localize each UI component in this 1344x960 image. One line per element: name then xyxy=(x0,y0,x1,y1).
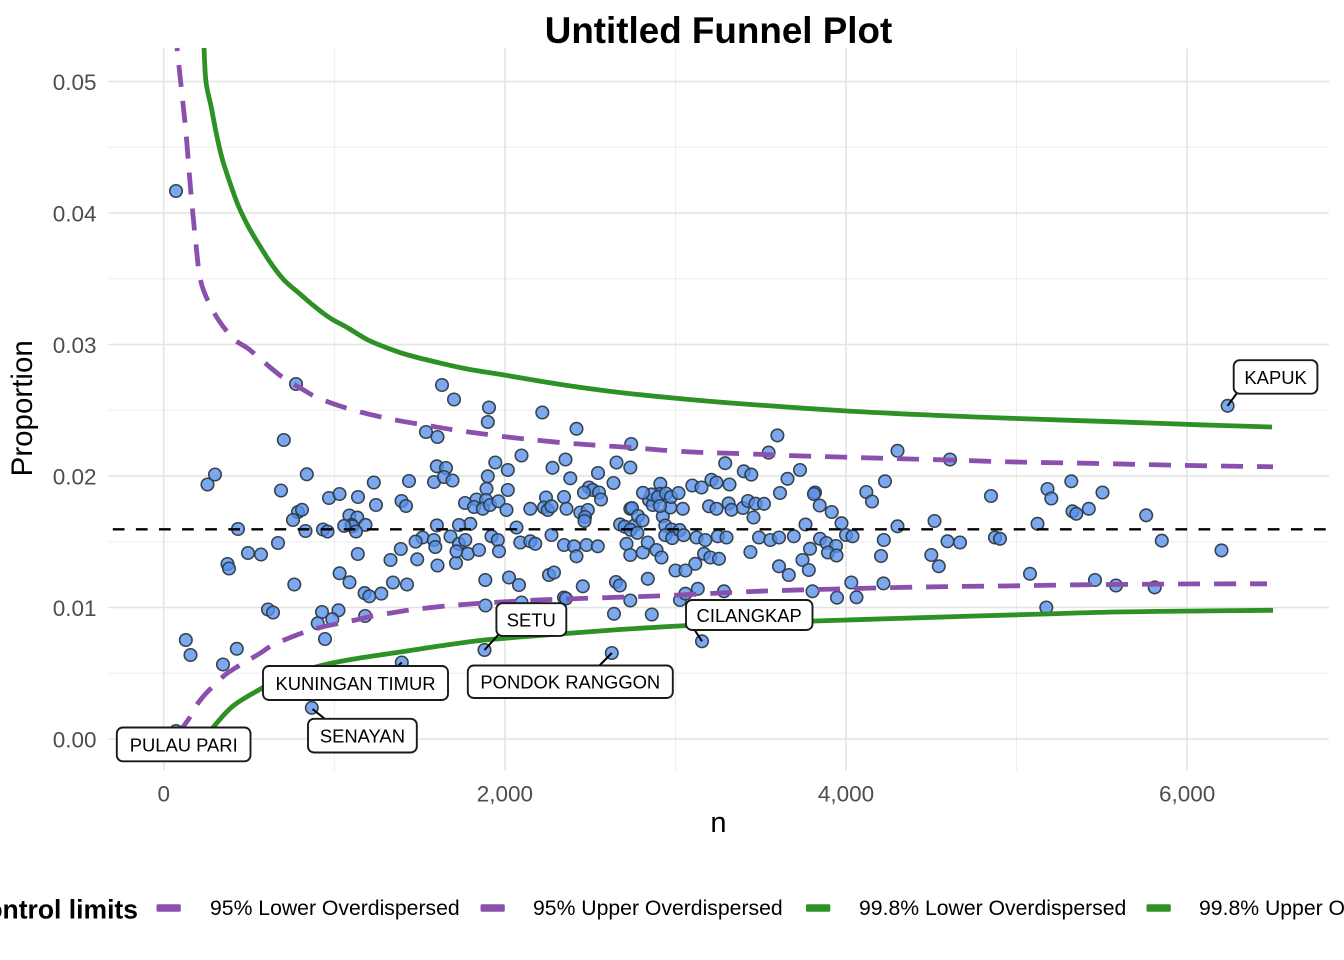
svg-text:n: n xyxy=(710,807,726,839)
svg-text:PULAU PARI: PULAU PARI xyxy=(130,734,238,755)
svg-text:6,000: 6,000 xyxy=(1159,782,1215,807)
svg-text:0.04: 0.04 xyxy=(53,202,97,227)
svg-text:99.8% Lower Overdispersed: 99.8% Lower Overdispersed xyxy=(859,897,1126,920)
svg-text:KUNINGAN TIMUR: KUNINGAN TIMUR xyxy=(275,673,435,694)
svg-text:Proportion: Proportion xyxy=(6,340,39,476)
svg-text:99.8% Upper Overdispersed: 99.8% Upper Overdispersed xyxy=(1199,897,1344,920)
svg-text:SENAYAN: SENAYAN xyxy=(320,726,405,747)
svg-text:4,000: 4,000 xyxy=(818,782,874,807)
svg-text:CILANGKAP: CILANGKAP xyxy=(697,605,802,626)
svg-text:0.00: 0.00 xyxy=(53,728,97,753)
svg-text:0.01: 0.01 xyxy=(53,596,97,621)
svg-text:0.02: 0.02 xyxy=(53,465,97,490)
svg-text:95% Lower Overdispersed: 95% Lower Overdispersed xyxy=(210,897,460,920)
svg-text:0.03: 0.03 xyxy=(53,333,97,358)
svg-text:95% Upper Overdispersed: 95% Upper Overdispersed xyxy=(533,897,783,920)
svg-text:KAPUK: KAPUK xyxy=(1244,367,1307,388)
svg-text:SETU: SETU xyxy=(507,610,556,631)
svg-text:Control limits: Control limits xyxy=(0,895,138,925)
svg-text:2,000: 2,000 xyxy=(477,782,533,807)
svg-text:0.05: 0.05 xyxy=(53,70,97,95)
svg-text:PONDOK RANGGON: PONDOK RANGGON xyxy=(480,672,660,693)
svg-text:Untitled Funnel Plot: Untitled Funnel Plot xyxy=(545,10,893,51)
svg-text:0: 0 xyxy=(158,782,171,807)
